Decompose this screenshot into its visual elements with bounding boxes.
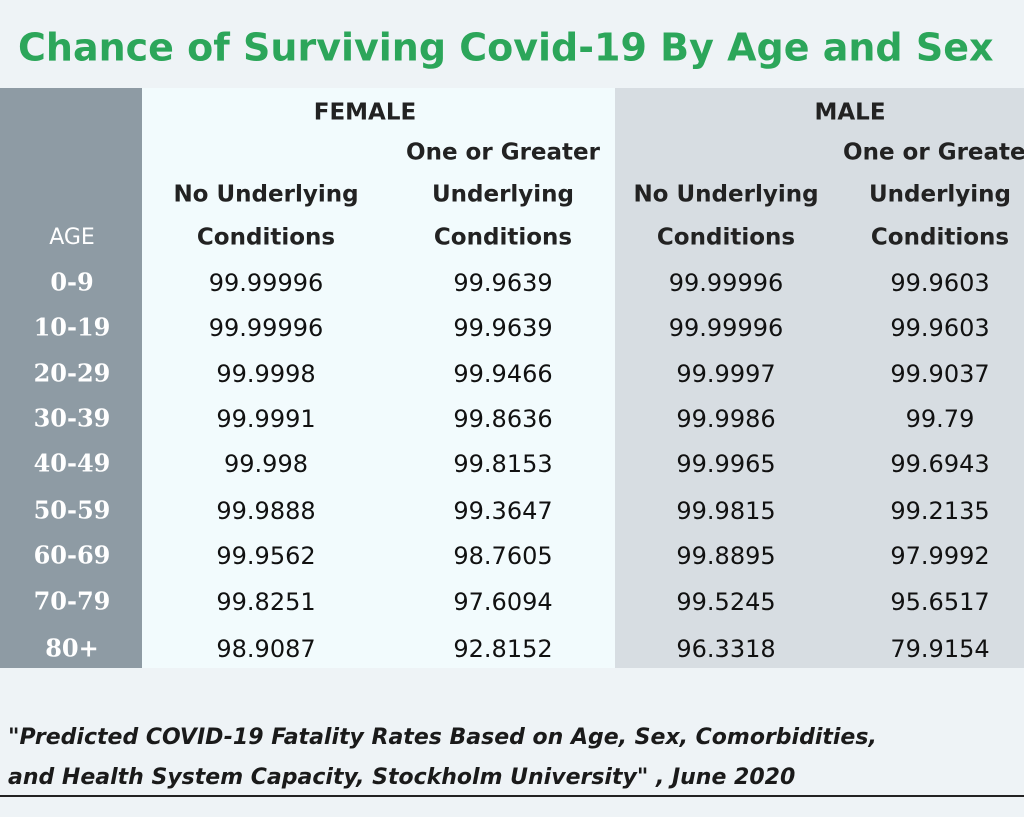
cell: 99.9998 xyxy=(216,360,315,388)
cell: 99.9639 xyxy=(453,314,552,342)
age-label: 0-9 xyxy=(50,268,93,297)
column-header: Conditions xyxy=(197,225,335,251)
age-label: 40-49 xyxy=(34,449,111,478)
column-header: Conditions xyxy=(871,225,1009,251)
column-header: Conditions xyxy=(434,225,572,251)
cell: 99.99996 xyxy=(669,314,784,342)
cell: 92.8152 xyxy=(453,635,552,663)
group-header: FEMALE xyxy=(314,100,416,126)
cell: 99.5245 xyxy=(676,588,775,616)
cell: 99.9986 xyxy=(676,405,775,433)
cell: 99.998 xyxy=(224,450,308,478)
cell: 97.6094 xyxy=(453,588,552,616)
cell: 99.6943 xyxy=(890,450,989,478)
cell: 99.79 xyxy=(906,405,975,433)
cell: 99.99996 xyxy=(209,269,324,297)
cell: 99.9037 xyxy=(890,360,989,388)
title: Chance of Surviving Covid-19 By Age and … xyxy=(18,26,994,70)
cell: 96.3318 xyxy=(676,635,775,663)
cell: 99.8251 xyxy=(216,588,315,616)
cell: 99.9603 xyxy=(890,314,989,342)
cell: 99.9965 xyxy=(676,450,775,478)
cell: 99.9997 xyxy=(676,360,775,388)
age-label: 30-39 xyxy=(34,404,111,433)
age-label: 50-59 xyxy=(34,496,111,525)
column-header: One or Greater xyxy=(406,140,601,166)
cell: 99.8636 xyxy=(453,405,552,433)
age-label: 10-19 xyxy=(34,313,111,342)
cell: 99.99996 xyxy=(209,314,324,342)
age-label: 70-79 xyxy=(34,587,111,616)
column-header: Conditions xyxy=(657,225,795,251)
cell: 99.8895 xyxy=(676,542,775,570)
group-header: MALE xyxy=(814,100,885,126)
age-label: 80+ xyxy=(45,634,99,663)
column-header: No Underlying xyxy=(173,182,358,208)
cell: 99.9603 xyxy=(890,269,989,297)
column-header: One or Greater xyxy=(843,140,1024,166)
cell: 97.9992 xyxy=(890,542,989,570)
age-column xyxy=(0,88,142,668)
source-line: "Predicted COVID-19 Fatality Rates Based… xyxy=(8,725,877,750)
cell: 95.6517 xyxy=(890,588,989,616)
cell: 99.9888 xyxy=(216,497,315,525)
column-header: Underlying xyxy=(869,182,1011,208)
cell: 99.3647 xyxy=(453,497,552,525)
age-header: AGE xyxy=(49,225,95,250)
cell: 98.9087 xyxy=(216,635,315,663)
column-header: Underlying xyxy=(432,182,574,208)
age-label: 20-29 xyxy=(34,359,111,388)
cell: 99.8153 xyxy=(453,450,552,478)
source-line: and Health System Capacity, Stockholm Un… xyxy=(8,765,795,790)
cell: 99.9639 xyxy=(453,269,552,297)
cell: 99.9991 xyxy=(216,405,315,433)
male-panel xyxy=(615,88,1024,668)
female-panel xyxy=(142,88,615,668)
age-label: 60-69 xyxy=(34,541,111,570)
cell: 99.9562 xyxy=(216,542,315,570)
column-header: No Underlying xyxy=(633,182,818,208)
cell: 99.9815 xyxy=(676,497,775,525)
cell: 99.9466 xyxy=(453,360,552,388)
cell: 99.2135 xyxy=(890,497,989,525)
cell: 79.9154 xyxy=(890,635,989,663)
cell: 99.99996 xyxy=(669,269,784,297)
cell: 98.7605 xyxy=(453,542,552,570)
